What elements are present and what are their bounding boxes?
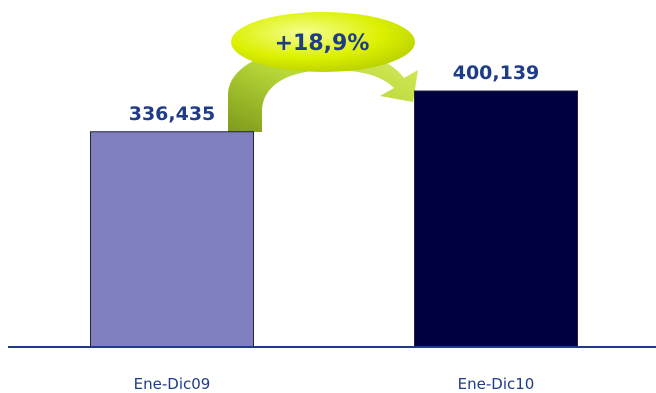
value-label: 336,435	[129, 103, 216, 125]
growth-badge-ellipse	[231, 12, 415, 72]
bar-ene-dic09	[90, 131, 254, 348]
value-label: 400,139	[453, 62, 540, 84]
labels-layer: 336,435 Ene-Dic09 400,139 Ene-Dic10	[129, 62, 540, 393]
growth-arrow	[228, 47, 418, 132]
growth-label: +18,9%	[275, 31, 370, 56]
category-label: Ene-Dic10	[458, 375, 535, 393]
bars-layer	[90, 90, 578, 348]
bar-ene-dic10	[414, 90, 578, 348]
category-label: Ene-Dic09	[134, 375, 211, 393]
